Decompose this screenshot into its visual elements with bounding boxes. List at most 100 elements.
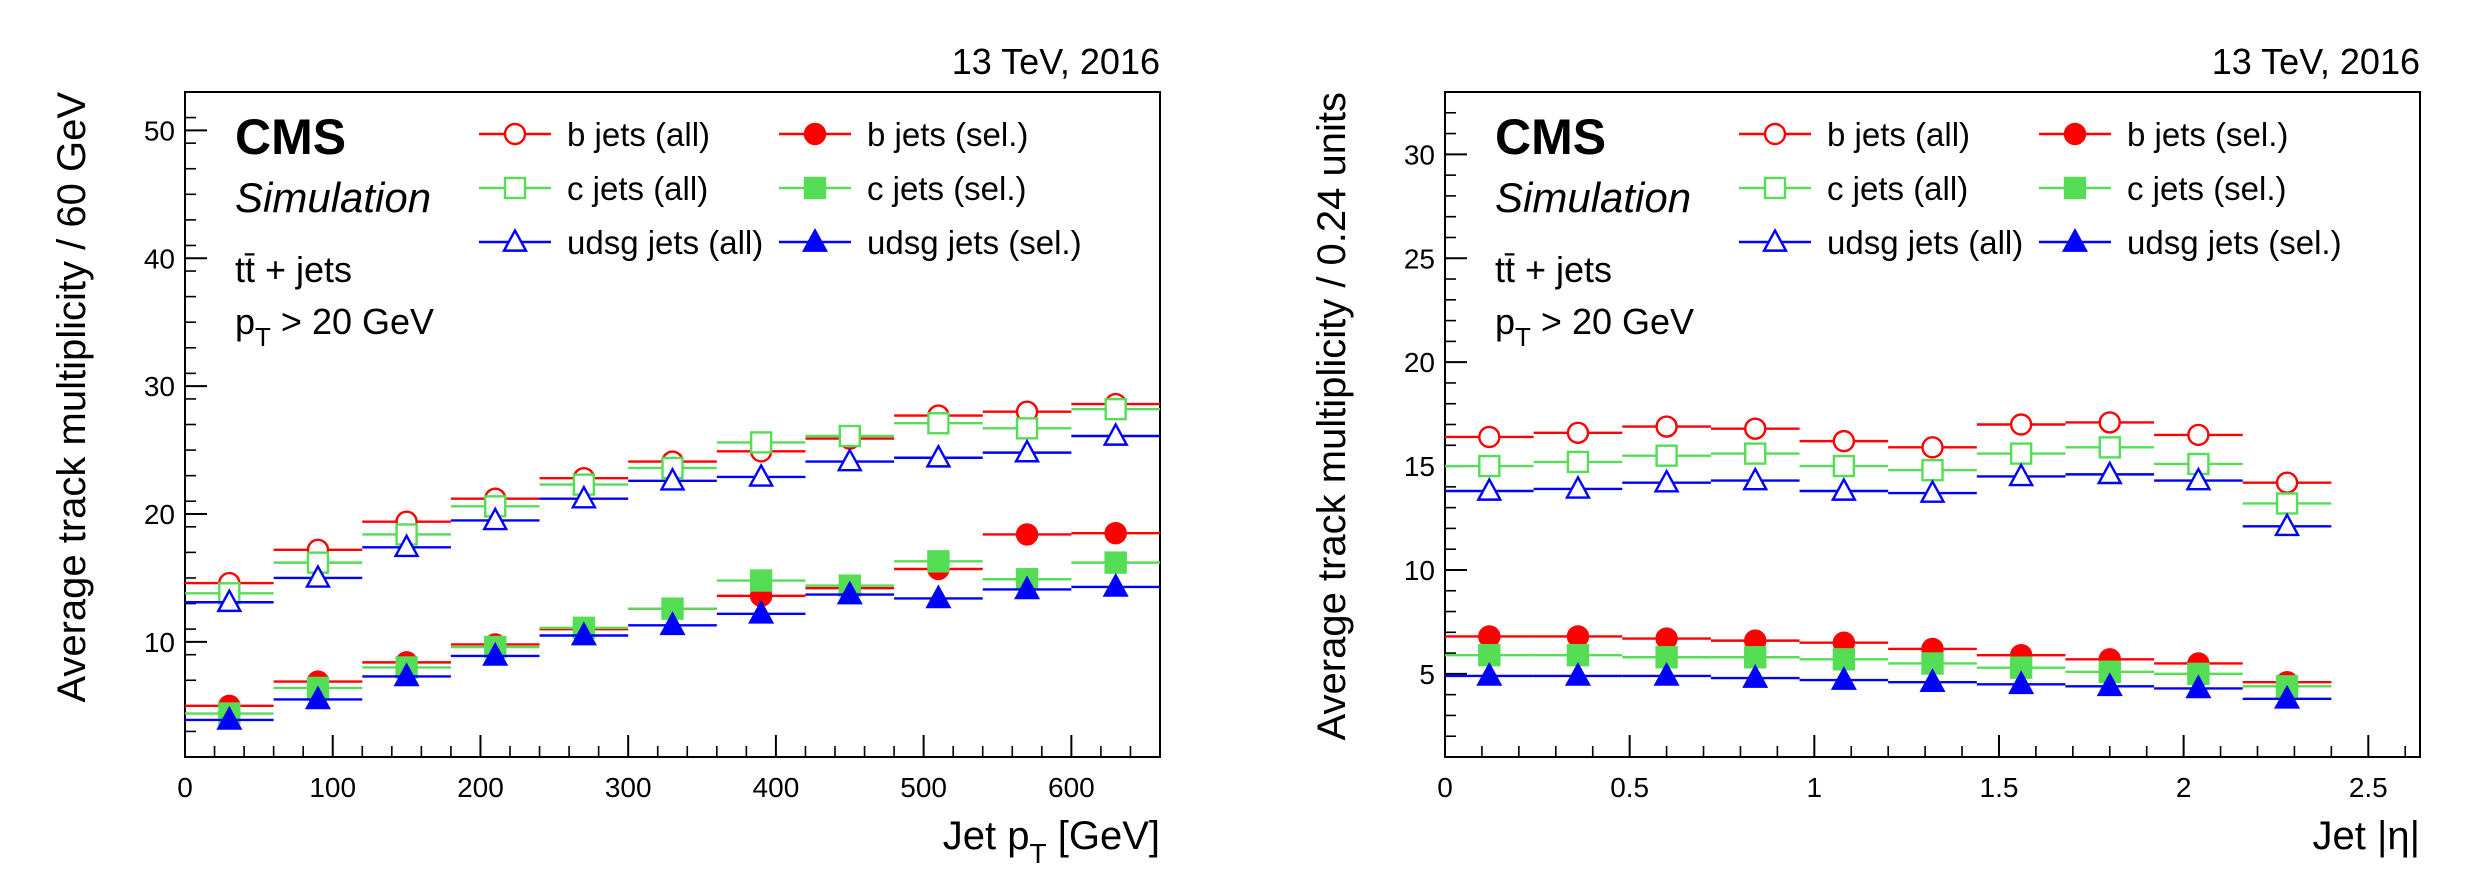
cut-label: pT > 20 GeV xyxy=(1495,301,1694,352)
legend-marker xyxy=(803,176,827,200)
data-point xyxy=(1104,522,1127,545)
data-point xyxy=(2096,460,2123,485)
legend-marker xyxy=(2063,176,2087,200)
legend-entry: b jets (sel.) xyxy=(2127,116,2288,153)
data-point xyxy=(1564,661,1591,686)
x-tick-label: 1 xyxy=(1807,772,1823,803)
data-point xyxy=(2185,674,2212,699)
data-point xyxy=(2009,413,2033,436)
data-point xyxy=(1015,523,1039,546)
process-label: tt̄ + jets xyxy=(235,249,352,290)
data-point xyxy=(659,611,686,636)
data-point xyxy=(2275,471,2299,494)
x-tick-label: 0 xyxy=(1437,772,1453,803)
data-point xyxy=(1566,625,1590,648)
energy-label: 13 TeV, 2016 xyxy=(2212,41,2420,82)
data-point xyxy=(1478,625,1501,648)
legend-entry: udsg jets (all) xyxy=(1827,224,2023,261)
legend-marker xyxy=(803,122,827,146)
simulation-label: Simulation xyxy=(1495,174,1691,221)
legend-marker xyxy=(1763,176,1787,200)
x-tick-label: 0 xyxy=(177,772,193,803)
data-point xyxy=(1102,422,1129,446)
legend-entry: b jets (sel.) xyxy=(867,116,1028,153)
legend-entry: c jets (sel.) xyxy=(867,170,1027,207)
x-tick-label: 2.5 xyxy=(2349,772,2388,803)
x-axis-title: Jet pT [GeV] xyxy=(943,814,1160,869)
legend-marker xyxy=(1763,122,1787,146)
cms-label: CMS xyxy=(235,109,346,165)
data-point xyxy=(749,431,773,454)
data-point xyxy=(927,412,950,435)
x-tick-label: 600 xyxy=(1048,772,1095,803)
series-udsg-jets-all- xyxy=(185,422,1160,613)
series-udsg-jets-all- xyxy=(1445,460,2332,537)
data-point xyxy=(1744,442,1767,465)
data-point xyxy=(1476,476,1503,501)
legend-marker xyxy=(2063,122,2087,146)
data-point xyxy=(1014,438,1041,463)
x-axis-title: Jet |η| xyxy=(2313,814,2421,858)
x-tick-label: 100 xyxy=(309,772,356,803)
data-point xyxy=(1566,450,1590,474)
data-point xyxy=(1830,476,1857,501)
data-point xyxy=(1832,429,1856,453)
process-label: tt̄ + jets xyxy=(1495,249,1612,290)
data-point xyxy=(570,484,597,509)
data-point xyxy=(1655,444,1678,467)
data-point xyxy=(304,563,331,588)
x-tick-label: 500 xyxy=(900,772,947,803)
data-point xyxy=(927,550,950,573)
energy-label: 13 TeV, 2016 xyxy=(952,41,1160,82)
legend-marker xyxy=(801,227,829,252)
data-point xyxy=(836,580,863,605)
series-udsg-jets-sel- xyxy=(1445,661,2332,709)
data-point xyxy=(1564,474,1591,499)
data-point xyxy=(1102,572,1129,597)
legend-marker xyxy=(1761,227,1789,252)
data-point xyxy=(1832,454,1856,478)
legend-entry: udsg jets (all) xyxy=(567,224,763,261)
data-point xyxy=(1919,479,1946,503)
data-point xyxy=(2185,466,2212,491)
series-udsg-jets-sel- xyxy=(185,572,1160,730)
legend-entry: udsg jets (sel.) xyxy=(867,224,1082,261)
data-point xyxy=(925,443,952,468)
y-axis-title: Average track multiplicity / 60 GeV xyxy=(50,92,94,703)
y-tick-label: 50 xyxy=(144,115,175,146)
data-point xyxy=(1478,425,1501,449)
data-point xyxy=(1742,466,1769,491)
data-point xyxy=(836,447,863,472)
y-tick-label: 15 xyxy=(1404,451,1435,482)
data-point xyxy=(2274,684,2301,709)
data-point xyxy=(1921,459,1944,482)
data-point xyxy=(1653,661,1680,686)
data-point xyxy=(1742,664,1769,688)
legend-marker xyxy=(501,227,529,252)
legend-entry: b jets (all) xyxy=(1827,116,1970,153)
data-point xyxy=(2098,411,2121,434)
y-tick-label: 40 xyxy=(144,243,175,274)
y-tick-label: 5 xyxy=(1419,659,1435,690)
cms-label: CMS xyxy=(1495,109,1606,165)
data-point xyxy=(1655,627,1678,650)
data-point xyxy=(2008,462,2035,487)
y-tick-label: 10 xyxy=(1404,555,1435,586)
data-point xyxy=(304,685,331,710)
data-point xyxy=(216,705,243,730)
legend-marker xyxy=(2061,227,2089,252)
left-panel-pt: 0 100 200 300 400 500 600 10 20 30 40 50 13 TeV, 201… xyxy=(50,41,1161,869)
data-point xyxy=(748,599,775,624)
legend-marker xyxy=(503,176,527,200)
y-tick-label: 30 xyxy=(1404,139,1435,170)
data-layer xyxy=(1445,411,2332,709)
legend-entry: udsg jets (sel.) xyxy=(2127,224,2342,261)
data-point xyxy=(1476,661,1503,686)
x-tick-label: 1.5 xyxy=(1980,772,2019,803)
x-tick-label: 0.5 xyxy=(1610,772,1649,803)
data-point xyxy=(2096,672,2123,697)
legend-marker xyxy=(503,122,527,146)
data-point xyxy=(2274,512,2301,537)
series-b-jets-all- xyxy=(1445,411,2332,494)
